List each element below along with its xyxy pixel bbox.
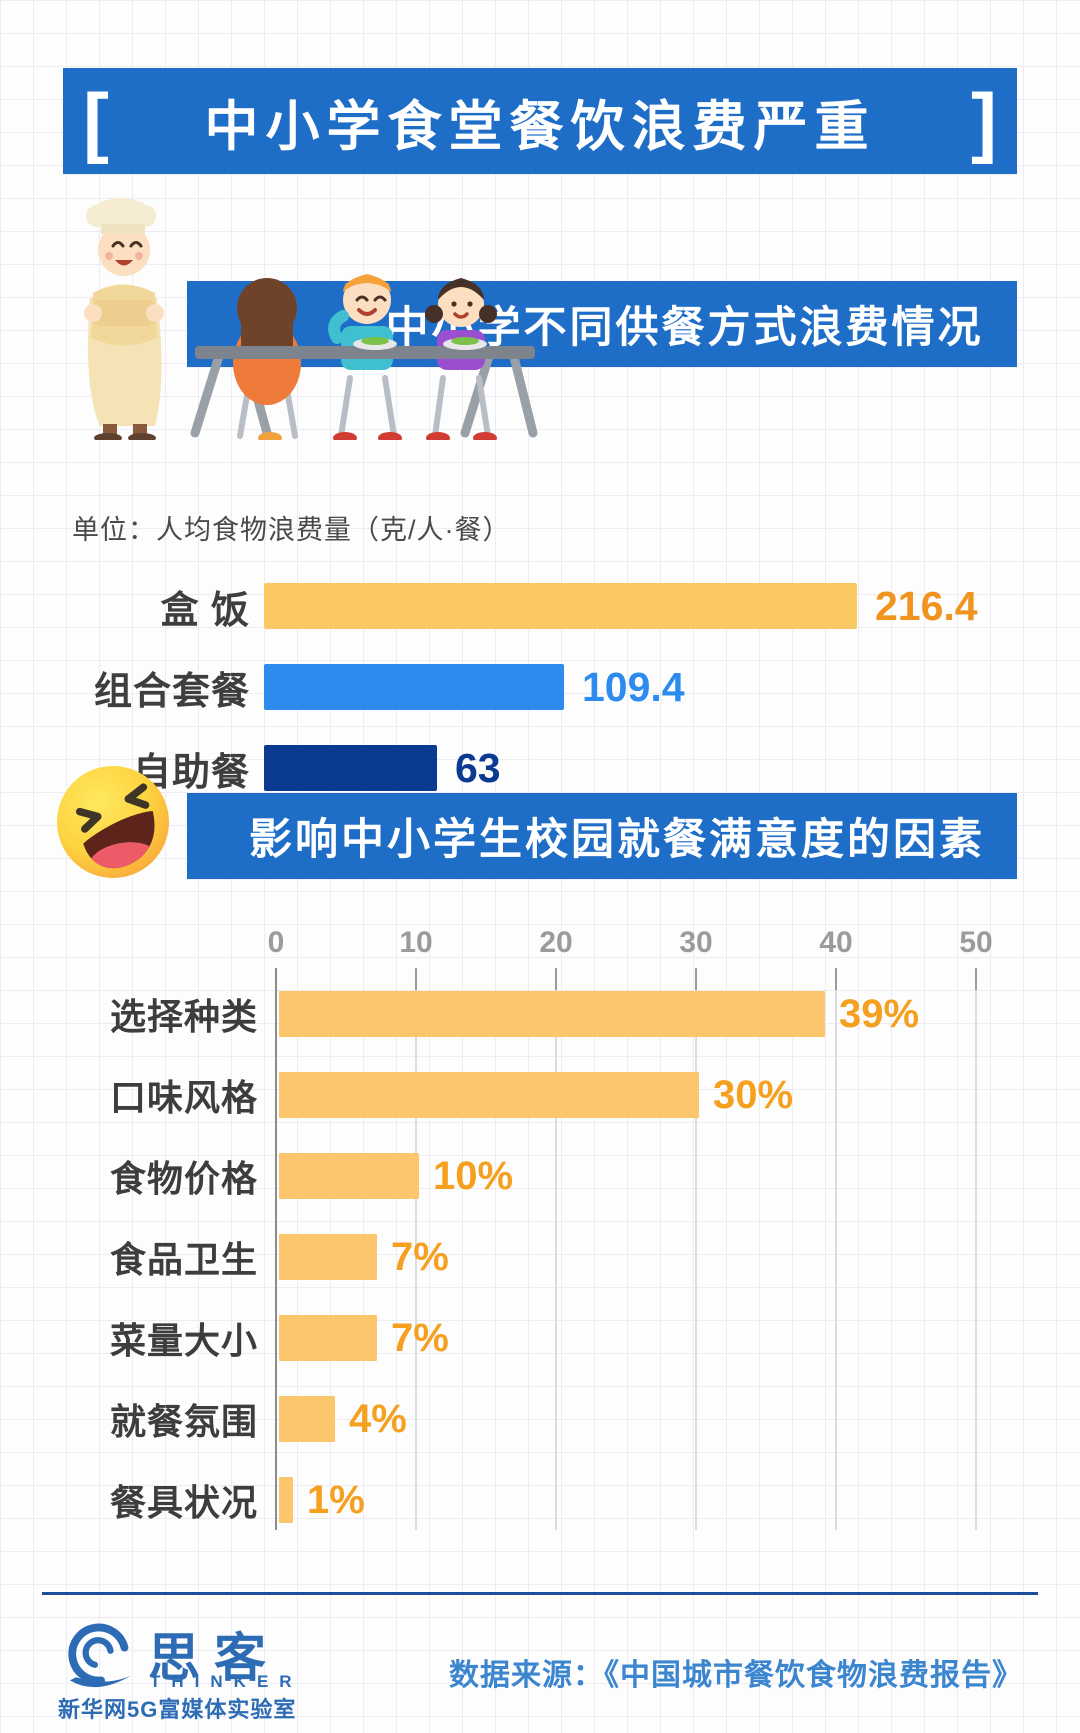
laughing-emoji-icon: [57, 766, 169, 878]
cafeteria-illustration: [84, 198, 538, 440]
axis-tick-label: 10: [399, 926, 433, 959]
meal-type-row: 组合套餐 109.4: [0, 663, 1080, 713]
satisfaction-bar: [279, 1315, 377, 1361]
y-axis-line: [275, 968, 277, 1530]
meal-type-value: 63: [455, 744, 501, 791]
axis-tick-mark: [835, 968, 837, 990]
satisfaction-label: 餐具状况: [109, 1482, 258, 1523]
satisfaction-row: 食物价格 10%: [0, 1153, 1080, 1199]
axis-tick-label: 30: [679, 926, 713, 959]
gridline: [555, 968, 557, 1530]
satisfaction-value: 7%: [391, 1315, 449, 1360]
satisfaction-label: 口味风格: [109, 1077, 258, 1118]
gridline: [695, 968, 697, 1530]
main-title-banner: [ 中小学食堂餐饮浪费严重 ]: [63, 68, 1017, 174]
meal-type-bar: [264, 583, 857, 629]
thinker-logo-cn: 思客: [148, 1630, 281, 1688]
satisfaction-row: 食品卫生 7%: [0, 1234, 1080, 1280]
footer-divider: [42, 1592, 1038, 1595]
satisfaction-label: 食品卫生: [109, 1239, 258, 1280]
gridline: [975, 968, 977, 1530]
satisfaction-section-title: 影响中小学生校园就餐满意度的因素: [249, 816, 985, 864]
satisfaction-value: 10%: [433, 1153, 514, 1198]
meal-type-bar: [264, 745, 437, 791]
satisfaction-row: 餐具状况 1%: [0, 1477, 1080, 1523]
satisfaction-label: 选择种类: [109, 996, 258, 1037]
axis-tick-mark: [975, 968, 977, 990]
data-source-text: 数据来源：《中国城市餐饮食物浪费报告》: [449, 1659, 1023, 1692]
axis-tick-mark: [695, 968, 697, 990]
axis-tick-label: 20: [539, 926, 573, 959]
satisfaction-bar: [279, 1234, 377, 1280]
thinker-logo-icon: [68, 1623, 131, 1688]
satisfaction-row: 菜量大小 7%: [0, 1315, 1080, 1361]
bracket-left-icon: [: [83, 77, 109, 165]
gridline: [835, 968, 837, 1530]
axis-tick-mark: [415, 968, 417, 990]
satisfaction-value: 7%: [391, 1234, 449, 1279]
satisfaction-bar: [279, 1072, 699, 1118]
satisfaction-label: 食物价格: [109, 1158, 258, 1199]
satisfaction-bar: [279, 1153, 419, 1199]
satisfaction-label: 菜量大小: [109, 1320, 258, 1361]
meal-type-value: 109.4: [582, 663, 685, 710]
axis-tick-label: 50: [959, 926, 993, 959]
meal-type-bar: [264, 664, 564, 710]
satisfaction-chart-axis: 0 10 20 30 40 50: [0, 926, 1080, 960]
satisfaction-value: 30%: [713, 1072, 794, 1117]
satisfaction-row: 就餐氛围 4%: [0, 1396, 1080, 1442]
page-title: 中小学食堂餐饮浪费严重: [204, 96, 876, 157]
meal-type-row: 盒 饭 216.4: [0, 582, 1080, 632]
satisfaction-value: 1%: [307, 1477, 365, 1522]
satisfaction-bar: [279, 991, 825, 1037]
axis-tick-label: 40: [819, 926, 853, 959]
thinker-logo-en: THINKER: [150, 1672, 303, 1691]
satisfaction-chart: 选择种类 39% 口味风格 30% 食物价格 10% 食品卫生 7% 菜量大小 7% 就餐氛围 4% 餐…: [0, 968, 1080, 1530]
gridline: [415, 968, 417, 1530]
chart1-unit-label: 单位：人均食物浪费量（克/人·餐）: [72, 515, 511, 545]
footer-lab-name: 新华网5G富媒体实验室: [58, 1697, 297, 1722]
bracket-right-icon: ]: [971, 77, 997, 165]
satisfaction-bar: [279, 1396, 335, 1442]
meal-type-label: 盒 饭: [160, 589, 250, 632]
satisfaction-value: 4%: [349, 1396, 407, 1441]
meal-type-value: 216.4: [875, 582, 978, 629]
satisfaction-bar: [279, 1477, 293, 1523]
satisfaction-section-banner: 影响中小学生校园就餐满意度的因素: [187, 793, 1017, 879]
satisfaction-row: 口味风格 30%: [0, 1072, 1080, 1118]
meal-type-row: 自助餐 63: [0, 744, 1080, 794]
axis-tick-mark: [555, 968, 557, 990]
satisfaction-row: 选择种类 39%: [0, 991, 1080, 1037]
meal-type-label: 组合套餐: [93, 670, 250, 713]
satisfaction-value: 39%: [839, 991, 920, 1036]
satisfaction-label: 就餐氛围: [109, 1401, 258, 1442]
axis-tick-label: 0: [267, 926, 285, 959]
